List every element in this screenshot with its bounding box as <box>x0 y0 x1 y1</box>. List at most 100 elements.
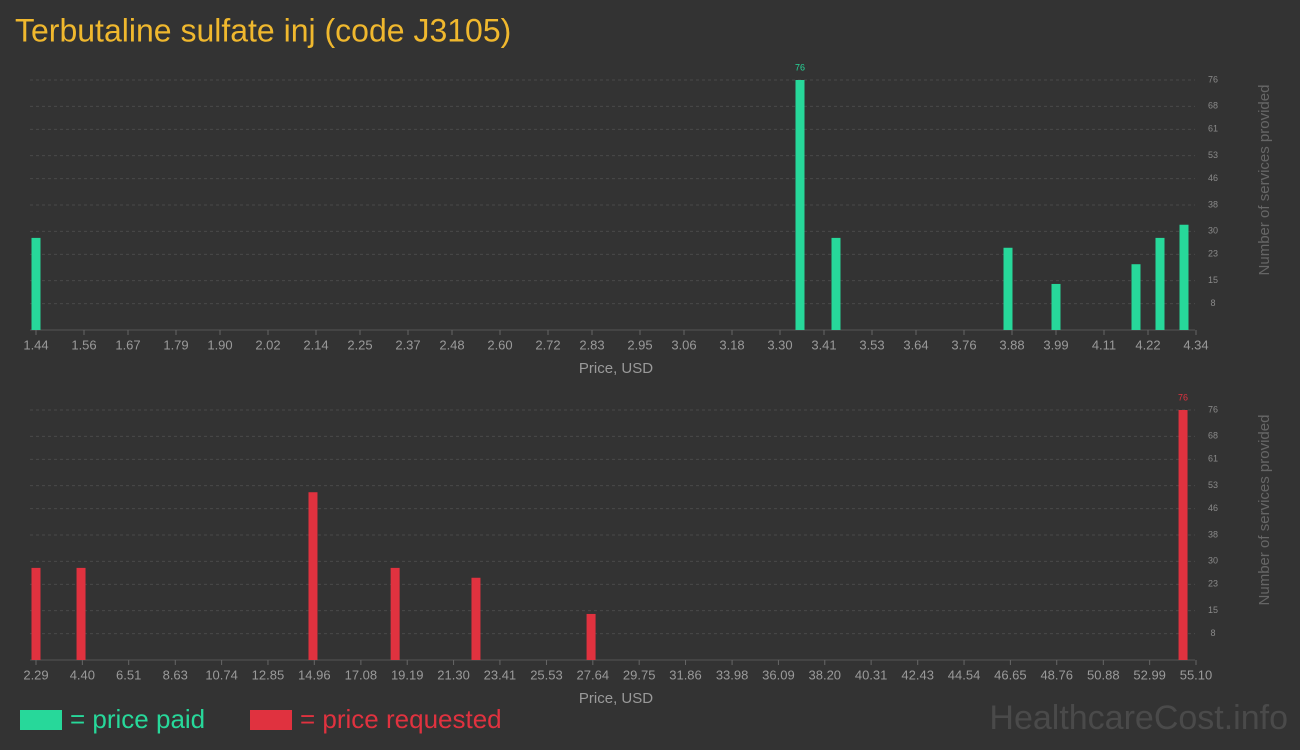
x-axis-title: Price, USD <box>579 690 653 707</box>
x-tick-label: 2.02 <box>255 337 280 352</box>
x-tick-label: 29.75 <box>623 667 656 682</box>
x-tick-label: 3.41 <box>811 337 836 352</box>
bar <box>795 80 805 330</box>
bar <box>31 237 41 330</box>
x-tick-label: 27.64 <box>577 667 610 682</box>
x-tick-label: 31.86 <box>669 667 702 682</box>
legend-swatch <box>250 710 292 730</box>
x-tick-label: 33.98 <box>716 667 749 682</box>
x-tick-label: 2.48 <box>439 337 464 352</box>
x-tick-label: 3.99 <box>1043 337 1068 352</box>
x-tick-label: 1.90 <box>207 337 232 352</box>
y-tick-label: 23 <box>1208 579 1218 589</box>
x-tick-label: 2.83 <box>579 337 604 352</box>
x-tick-label: 19.19 <box>391 667 424 682</box>
x-tick-label: 3.06 <box>671 337 696 352</box>
bar <box>586 613 596 660</box>
x-tick-label: 55.10 <box>1180 667 1213 682</box>
y-tick-label: 68 <box>1208 431 1218 441</box>
x-tick-label: 38.20 <box>809 667 842 682</box>
x-tick-label: 2.95 <box>627 337 652 352</box>
x-tick-label: 3.88 <box>999 337 1024 352</box>
y-tick-label: 38 <box>1208 529 1218 539</box>
y-axis-title: Number of services provided <box>1256 415 1273 606</box>
x-tick-label: 10.74 <box>205 667 238 682</box>
y-tick-label: 68 <box>1208 101 1218 111</box>
y-axis-title: Number of services provided <box>1256 85 1273 276</box>
bar <box>471 577 481 660</box>
x-tick-label: 40.31 <box>855 667 888 682</box>
y-tick-label: 15 <box>1208 275 1218 285</box>
bar <box>31 567 41 660</box>
x-tick-label: 4.34 <box>1183 337 1208 352</box>
y-tick-label: 38 <box>1208 199 1218 209</box>
x-tick-label: 52.99 <box>1133 667 1166 682</box>
y-tick-label: 15 <box>1208 605 1218 615</box>
x-tick-label: 3.64 <box>903 337 928 352</box>
y-tick-label: 8 <box>1210 298 1215 308</box>
bar <box>1003 247 1013 330</box>
y-tick-label: 8 <box>1210 628 1215 638</box>
x-tick-label: 3.18 <box>719 337 744 352</box>
x-tick-label: 48.76 <box>1040 667 1073 682</box>
bar <box>1051 283 1061 330</box>
y-tick-label: 30 <box>1208 226 1218 236</box>
legend-label: = price paid <box>70 704 205 734</box>
x-tick-label: 2.29 <box>23 667 48 682</box>
x-tick-label: 3.76 <box>951 337 976 352</box>
watermark: HealthcareCost.info <box>989 699 1288 737</box>
bar <box>1131 264 1141 330</box>
x-tick-label: 4.40 <box>70 667 95 682</box>
y-tick-label: 61 <box>1208 124 1218 134</box>
y-tick-label: 76 <box>1208 404 1218 414</box>
y-tick-label: 53 <box>1208 480 1218 490</box>
x-tick-label: 21.30 <box>437 667 470 682</box>
y-tick-label: 61 <box>1208 454 1218 464</box>
x-tick-label: 1.44 <box>23 337 48 352</box>
x-tick-label: 2.60 <box>487 337 512 352</box>
x-tick-label: 2.37 <box>395 337 420 352</box>
chart-title: Terbutaline sulfate inj (code J3105) <box>15 12 511 48</box>
x-tick-label: 8.63 <box>163 667 188 682</box>
legend-swatch <box>20 710 62 730</box>
x-tick-label: 4.22 <box>1135 337 1160 352</box>
y-tick-label: 30 <box>1208 556 1218 566</box>
x-tick-label: 50.88 <box>1087 667 1120 682</box>
x-tick-label: 2.14 <box>303 337 328 352</box>
data-label: 76 <box>1178 392 1188 402</box>
x-tick-label: 1.56 <box>71 337 96 352</box>
x-tick-label: 4.11 <box>1092 337 1116 352</box>
x-tick-label: 23.41 <box>484 667 517 682</box>
x-tick-label: 2.25 <box>347 337 372 352</box>
x-tick-label: 44.54 <box>948 667 981 682</box>
x-tick-label: 1.79 <box>163 337 188 352</box>
x-tick-label: 6.51 <box>116 667 141 682</box>
bar <box>1178 410 1188 660</box>
y-tick-label: 46 <box>1208 503 1218 513</box>
x-tick-label: 46.65 <box>994 667 1027 682</box>
x-tick-label: 17.08 <box>345 667 378 682</box>
x-axis-title: Price, USD <box>579 360 653 377</box>
bar <box>390 567 400 660</box>
x-tick-label: 1.67 <box>115 337 140 352</box>
y-tick-label: 76 <box>1208 74 1218 84</box>
bar <box>308 492 318 660</box>
legend-label: = price requested <box>300 704 502 734</box>
x-tick-label: 36.09 <box>762 667 795 682</box>
x-tick-label: 12.85 <box>252 667 285 682</box>
x-tick-label: 25.53 <box>530 667 563 682</box>
x-tick-label: 3.30 <box>767 337 792 352</box>
y-tick-label: 53 <box>1208 150 1218 160</box>
x-tick-label: 2.72 <box>535 337 560 352</box>
bar <box>1179 224 1189 330</box>
data-label: 76 <box>795 62 805 72</box>
y-tick-label: 23 <box>1208 249 1218 259</box>
y-tick-label: 46 <box>1208 173 1218 183</box>
x-tick-label: 3.53 <box>859 337 884 352</box>
bar <box>831 237 841 330</box>
bar <box>76 567 86 660</box>
bar <box>1155 237 1165 330</box>
